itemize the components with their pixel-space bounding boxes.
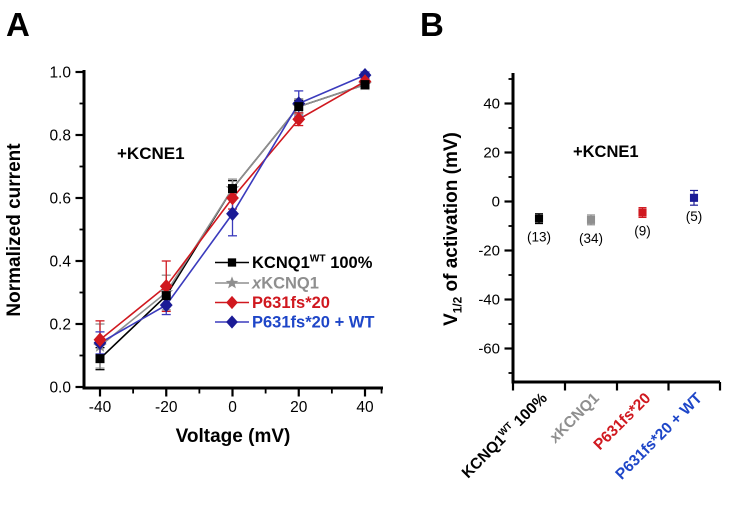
x-axis-title: Voltage (mV) — [176, 426, 291, 447]
panel-b-label: B — [420, 6, 444, 43]
category-label: P631fs*20 + WT — [612, 389, 706, 483]
panel-a-label: A — [6, 6, 30, 43]
data-point-kcnq1wt-100-: (13) — [527, 213, 551, 245]
y-tick-label: 0 — [492, 194, 500, 211]
y-tick-label: 20 — [483, 145, 500, 162]
panel-b-axes — [504, 73, 722, 391]
marker-diamond — [93, 332, 107, 347]
marker-star — [225, 276, 239, 289]
n-count-label: (9) — [634, 224, 651, 239]
marker-square — [638, 208, 647, 217]
marker-square — [294, 102, 304, 112]
marker-diamond — [159, 279, 173, 294]
marker-square — [228, 184, 237, 194]
marker-diamond — [226, 295, 238, 310]
y-axis-title: V1/2 of activation (mV) — [441, 132, 465, 326]
marker-square — [227, 258, 237, 267]
y-tick-label: 1.0 — [49, 65, 71, 82]
y-tick-label: 0.6 — [49, 191, 71, 208]
x-tick-label: 0 — [228, 399, 237, 416]
y-tick-label: -20 — [478, 243, 500, 260]
marker-diamond — [226, 190, 239, 206]
legend-label: KCNQ1WT 100% — [252, 254, 373, 272]
marker-square — [161, 291, 171, 301]
x-tick-label: -40 — [89, 399, 112, 416]
n-count-label: (5) — [686, 209, 703, 224]
marker-diamond — [159, 297, 173, 313]
y-tick-label: 0.2 — [49, 317, 71, 334]
y-tick-label: 0.0 — [49, 380, 71, 397]
marker-square — [689, 193, 699, 202]
n-count-label: (34) — [579, 231, 603, 246]
legend-label: P631fs*20 + WT — [252, 314, 374, 332]
x-tick-label: -20 — [155, 399, 178, 416]
x-tick-label: 40 — [356, 399, 374, 416]
y-tick-label: -60 — [478, 341, 500, 358]
marker-square — [534, 214, 544, 223]
y-tick-label: 0.4 — [49, 254, 71, 271]
marker-diamond — [226, 315, 238, 329]
n-count-label: (13) — [527, 230, 551, 245]
panel-b-annotation: +KCNE1 — [573, 143, 639, 161]
data-point-p631fs-20: (9) — [634, 207, 651, 239]
panel-a-annotation: +KCNE1 — [117, 144, 185, 163]
marker-diamond — [226, 206, 239, 221]
panel-a-axes — [75, 70, 383, 397]
panel-a-chart: 0.0 0.2 0.4 0.6 0.8 1.0 -40 -20 0 20 40 Voltage (mV… — [4, 65, 383, 447]
data-point-xkcnq1: (34) — [579, 214, 603, 246]
series-markers-kcnq1wt-100- — [95, 80, 370, 364]
y-tick-label: 0.8 — [49, 128, 71, 145]
x-tick-label: 20 — [290, 399, 308, 416]
marker-diamond — [292, 112, 306, 127]
marker-square — [95, 354, 105, 364]
marker-square — [586, 215, 596, 224]
legend-label: P631fs*20 — [252, 294, 330, 312]
category-label: KCNQ1WT 100% — [458, 389, 551, 482]
y-tick-label: 40 — [483, 96, 500, 113]
legend-label: xKCNQ1 — [251, 275, 319, 293]
panel-b-chart: 40 20 0 -20 -40 -60 V1/2 of activation (mV) +KC… — [441, 73, 722, 483]
y-axis-title: Normalized current — [4, 143, 25, 317]
data-point-p631fs-20-wt: (5) — [686, 189, 703, 224]
y-tick-label: -40 — [478, 292, 500, 309]
marker-square — [360, 80, 370, 90]
